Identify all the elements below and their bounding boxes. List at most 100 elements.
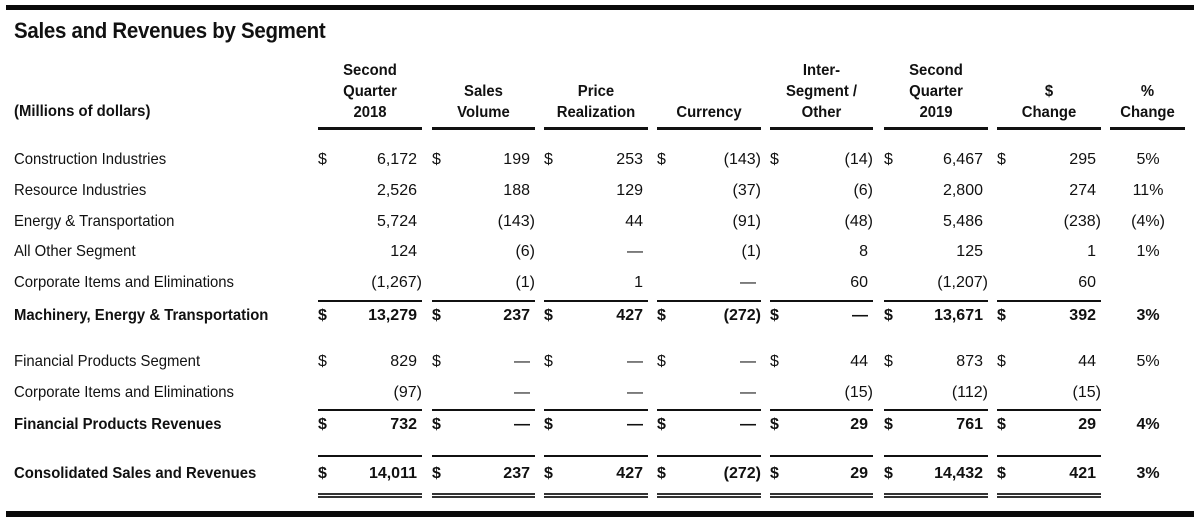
cell-pct-change: 1% xyxy=(1136,243,1160,260)
cell-value: (91) xyxy=(732,213,761,230)
column-header-q2_2019: Second Quarter 2019 xyxy=(878,60,994,123)
total-double-rule xyxy=(544,493,648,498)
cell-value: (48) xyxy=(844,213,873,230)
column-header-line: Quarter xyxy=(909,83,963,100)
cell-value: — xyxy=(740,353,756,370)
cell-value: 29 xyxy=(850,416,868,433)
currency-symbol: $ xyxy=(997,416,1006,433)
currency-symbol: $ xyxy=(318,465,327,482)
subtotal-rule xyxy=(997,409,1101,411)
currency-symbol: $ xyxy=(544,307,553,324)
currency-symbol: $ xyxy=(657,353,666,370)
currency-symbol: $ xyxy=(884,151,893,168)
row-label: Resource Industries xyxy=(14,182,147,199)
row-label: Financial Products Revenues xyxy=(14,416,222,433)
cell-value: 253 xyxy=(616,151,643,168)
subtotal-rule xyxy=(884,455,988,457)
cell-value: — xyxy=(740,416,756,433)
subtotal-rule xyxy=(884,409,988,411)
subtotal-rule xyxy=(318,300,422,302)
cell-value: (112) xyxy=(951,384,988,401)
cell-value: (238) xyxy=(1063,213,1101,230)
column-header-line: Inter- xyxy=(802,62,841,79)
table-row: Corporate Items and Eliminations (1,267) (… xyxy=(0,274,1200,298)
currency-symbol: $ xyxy=(544,465,553,482)
currency-symbol: $ xyxy=(432,151,441,168)
cell-value: (143) xyxy=(723,151,761,168)
cell-value: — xyxy=(514,384,530,401)
currency-symbol: $ xyxy=(884,465,893,482)
subtotal-rule xyxy=(544,409,648,411)
row-label: Energy & Transportation xyxy=(14,213,175,230)
column-header-line: $ xyxy=(1044,83,1054,100)
currency-symbol: $ xyxy=(770,416,779,433)
cell-pct-change: 4% xyxy=(1136,416,1160,433)
cell-pct-change: 3% xyxy=(1136,307,1160,324)
cell-value: (15) xyxy=(1072,384,1101,401)
column-header-underline xyxy=(318,127,422,130)
cell-value: — xyxy=(627,416,643,433)
row-label: Corporate Items and Eliminations xyxy=(14,384,235,401)
column-header-line: Second xyxy=(909,62,963,79)
currency-symbol: $ xyxy=(657,416,666,433)
cell-value: 427 xyxy=(616,307,643,324)
cell-value: 5,724 xyxy=(376,213,417,230)
cell-value: 44 xyxy=(1078,353,1096,370)
cell-value: 2,526 xyxy=(376,182,417,199)
row-label: Corporate Items and Eliminations xyxy=(14,274,235,291)
subtotal-rule xyxy=(657,409,761,411)
column-header-line: % xyxy=(1140,83,1155,100)
column-header-q2_2018: Second Quarter 2018 xyxy=(312,60,428,123)
cell-value: — xyxy=(627,243,643,260)
cell-value: (143) xyxy=(497,213,535,230)
cell-value: 295 xyxy=(1069,151,1096,168)
cell-value: 427 xyxy=(616,465,643,482)
subtotal-rule xyxy=(318,409,422,411)
subtotal-rule xyxy=(657,300,761,302)
column-header-line xyxy=(430,60,537,81)
currency-symbol: $ xyxy=(318,353,327,370)
table-row: Financial Products Revenues $732 $ — $ — $ — $29… xyxy=(0,416,1200,440)
column-header-line: Currency xyxy=(676,104,742,121)
units-label: (Millions of dollars) xyxy=(14,103,151,120)
cell-value: 392 xyxy=(1069,307,1096,324)
cell-value: 237 xyxy=(503,465,530,482)
cell-value: 761 xyxy=(956,416,983,433)
currency-symbol: $ xyxy=(657,307,666,324)
cell-value: 44 xyxy=(850,353,868,370)
cell-value: 237 xyxy=(503,307,530,324)
column-header-underline xyxy=(997,127,1101,130)
cell-value: 421 xyxy=(1069,465,1096,482)
table-row: Construction Industries $6,172 $199 $253 $ (1… xyxy=(0,151,1200,175)
cell-value: 44 xyxy=(625,213,643,230)
currency-symbol: $ xyxy=(770,307,779,324)
currency-symbol: $ xyxy=(997,307,1006,324)
currency-symbol: $ xyxy=(770,465,779,482)
cell-value: 732 xyxy=(390,416,417,433)
currency-symbol: $ xyxy=(770,151,779,168)
column-header-underline xyxy=(432,127,535,130)
column-header-line xyxy=(1107,60,1188,81)
cell-value: — xyxy=(514,353,530,370)
currency-symbol: $ xyxy=(997,353,1006,370)
column-header-underline xyxy=(1110,127,1185,130)
cell-value: 6,467 xyxy=(942,151,983,168)
subtotal-rule xyxy=(544,455,648,457)
currency-symbol: $ xyxy=(432,307,441,324)
currency-symbol: $ xyxy=(318,416,327,433)
column-header-line xyxy=(655,81,763,102)
cell-value: 60 xyxy=(1078,274,1096,291)
cell-value: 188 xyxy=(503,182,530,199)
table-row: Consolidated Sales and Revenues $14,011 $2… xyxy=(0,465,1200,489)
cell-value: — xyxy=(740,274,756,291)
total-double-rule xyxy=(997,493,1101,498)
cell-value: 13,279 xyxy=(368,307,417,324)
column-header-intersegment_other: Inter- Segment / Other xyxy=(764,60,879,123)
cell-value: 1 xyxy=(1087,243,1096,260)
currency-symbol: $ xyxy=(432,353,441,370)
cell-value: — xyxy=(627,384,643,401)
total-double-rule xyxy=(657,493,761,498)
cell-value: 1 xyxy=(634,274,643,291)
row-label: Financial Products Segment xyxy=(14,353,201,370)
subtotal-rule xyxy=(770,409,873,411)
